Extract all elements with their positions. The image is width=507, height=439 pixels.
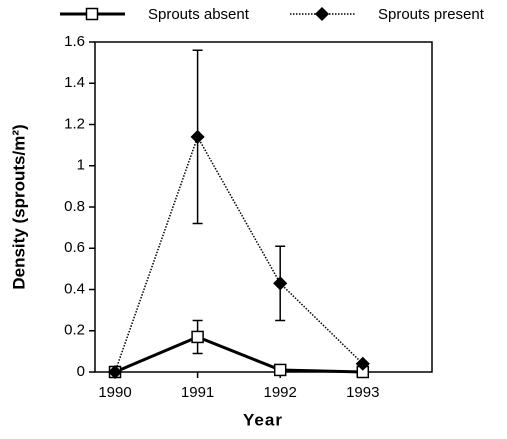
y-tick-label: 0.8 (64, 198, 85, 215)
legend-marker (85, 7, 99, 21)
y-tick-label: 1.6 (64, 33, 85, 50)
legend-label: Sprouts absent (148, 6, 250, 23)
y-axis-label: Density (sprouts/m²) (9, 124, 28, 289)
y-tick-label: 0 (77, 363, 85, 380)
y-tick-label: 1.4 (64, 74, 85, 91)
x-tick-label: 1990 (98, 384, 131, 401)
x-tick-label: 1992 (264, 384, 297, 401)
data-point (273, 363, 287, 377)
data-point (107, 364, 123, 380)
data-point (355, 356, 370, 371)
y-tick-label: 0.6 (64, 239, 85, 256)
series-line (114, 135, 364, 373)
x-axis-label: Year (243, 410, 283, 429)
x-tick-label: 1991 (181, 384, 214, 401)
series-line (114, 335, 363, 374)
y-tick-label: 1 (77, 157, 85, 174)
y-tick-label: 0.4 (64, 280, 85, 297)
legend-marker (314, 6, 330, 22)
y-tick-label: 0.2 (64, 322, 85, 339)
data-point (190, 129, 205, 144)
legend-label: Sprouts present (378, 6, 485, 23)
x-tick-label: 1993 (346, 384, 379, 401)
y-tick-label: 1.2 (64, 115, 85, 132)
plot-frame (94, 41, 433, 373)
data-point (273, 276, 288, 291)
data-point (191, 330, 204, 344)
